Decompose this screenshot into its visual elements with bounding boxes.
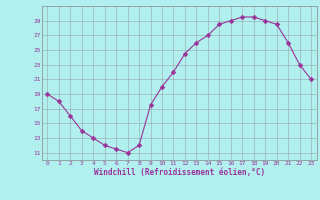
X-axis label: Windchill (Refroidissement éolien,°C): Windchill (Refroidissement éolien,°C) [94,168,265,177]
